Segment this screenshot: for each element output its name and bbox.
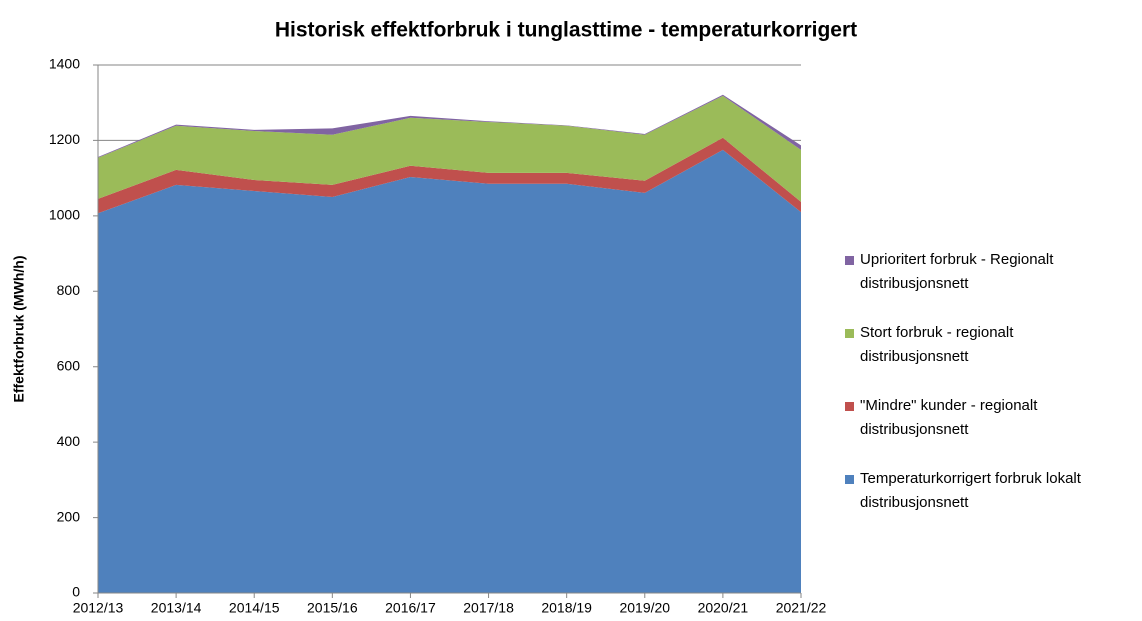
legend-item: "Mindre" kunder - regionalt distribusjon… xyxy=(843,394,1108,442)
y-tick-label: 200 xyxy=(57,508,81,524)
legend: Uprioritert forbruk - Regionalt distribu… xyxy=(843,248,1108,540)
x-tick-label: 2021/22 xyxy=(776,600,827,616)
x-tick-label: 2016/17 xyxy=(385,600,436,616)
x-tick-label: 2017/18 xyxy=(463,600,514,616)
legend-item: Stort forbruk - regionalt distribusjonsn… xyxy=(843,321,1108,369)
area xyxy=(98,94,801,158)
legend-swatch xyxy=(845,256,854,265)
y-tick-label: 1400 xyxy=(49,56,80,72)
legend-label: Temperaturkorrigert forbruk lokalt distr… xyxy=(860,470,1081,511)
legend-swatch xyxy=(845,402,854,411)
area xyxy=(98,95,801,202)
legend-swatch xyxy=(845,475,854,484)
y-tick-label: 400 xyxy=(57,433,81,449)
y-tick-label: 800 xyxy=(57,282,81,298)
legend-swatch xyxy=(845,329,854,338)
chart-title: Historisk effektforbruk i tunglasttime -… xyxy=(275,19,857,42)
x-tick-label: 2019/20 xyxy=(619,600,670,616)
y-tick-label: 0 xyxy=(72,584,80,600)
x-tick-label: 2018/19 xyxy=(541,600,592,616)
area xyxy=(98,137,801,214)
legend-item: Uprioritert forbruk - Regionalt distribu… xyxy=(843,248,1108,296)
area xyxy=(98,149,801,593)
x-tick-label: 2020/21 xyxy=(698,600,749,616)
legend-label: Stort forbruk - regionalt distribusjonsn… xyxy=(860,324,1014,365)
y-tick-label: 1000 xyxy=(49,207,80,223)
y-tick-label: 1200 xyxy=(49,131,80,147)
x-tick-label: 2012/13 xyxy=(73,600,124,616)
x-tick-label: 2013/14 xyxy=(151,600,202,616)
y-axis-label: Effektforbruk (MWh/h) xyxy=(11,256,27,403)
legend-label: Uprioritert forbruk - Regionalt distribu… xyxy=(860,251,1054,292)
legend-label: "Mindre" kunder - regionalt distribusjon… xyxy=(860,397,1038,438)
legend-item: Temperaturkorrigert forbruk lokalt distr… xyxy=(843,467,1108,515)
y-tick-label: 600 xyxy=(57,357,81,373)
x-tick-label: 2015/16 xyxy=(307,600,358,616)
x-tick-label: 2014/15 xyxy=(229,600,280,616)
